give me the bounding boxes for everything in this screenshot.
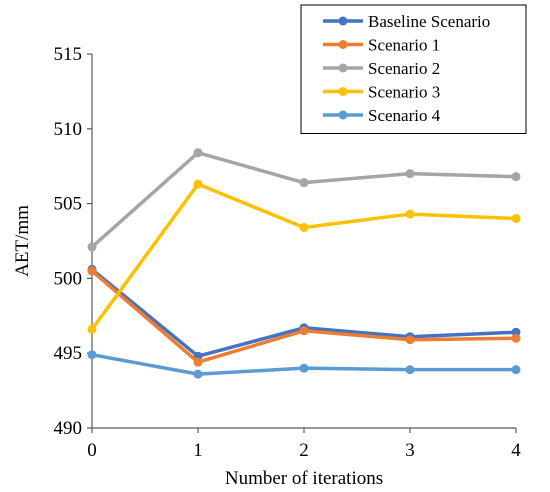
data-point-scenario-3 (299, 223, 309, 233)
legend-swatch-marker (338, 16, 348, 26)
data-point-scenario-4 (87, 350, 97, 360)
data-point-scenario-4 (511, 365, 521, 375)
legend-label: Scenario 1 (368, 36, 440, 55)
x-tick-label: 3 (405, 440, 415, 461)
legend-swatch-marker (338, 110, 348, 120)
legend-swatch-marker (338, 63, 348, 73)
x-tick-label: 4 (511, 440, 521, 461)
series-layer (87, 148, 521, 379)
legend-label: Scenario 3 (368, 83, 440, 102)
data-point-scenario-2 (193, 148, 203, 158)
y-tick-label: 495 (54, 343, 83, 364)
data-point-scenario-2 (405, 169, 415, 179)
legend: Baseline Scenario Scenario 1 Scenario 2 Sce… (300, 4, 527, 134)
data-point-scenario-3 (193, 179, 203, 189)
y-tick-label: 515 (54, 44, 83, 65)
data-point-scenario-3 (87, 324, 97, 334)
data-point-scenario-1 (193, 357, 203, 367)
x-tick-label: 0 (87, 440, 97, 461)
y-tick-label: 500 (54, 268, 83, 289)
data-point-scenario-1 (87, 266, 97, 276)
legend-swatch-marker (338, 40, 348, 49)
legend-swatch-marker (338, 87, 348, 96)
y-axis-title: AET/mm (12, 205, 33, 277)
data-point-scenario-3 (405, 209, 415, 219)
y-tick-label: 505 (54, 194, 83, 215)
series-line-scenario-1 (90, 269, 517, 364)
data-point-scenario-2 (511, 172, 521, 182)
data-point-scenario-3 (511, 214, 521, 224)
series-line-baseline-scenario (90, 268, 517, 358)
legend-label: Scenario 4 (368, 106, 441, 125)
x-tick-label: 1 (193, 440, 203, 461)
x-tick-label: 2 (299, 440, 309, 461)
y-tick-label: 510 (54, 119, 83, 140)
legend-label: Baseline Scenario (368, 12, 490, 31)
data-point-scenario-4 (405, 365, 415, 375)
legend-label: Scenario 2 (368, 59, 440, 78)
data-point-scenario-4 (193, 369, 203, 379)
data-point-scenario-1 (405, 335, 415, 345)
data-point-scenario-1 (299, 326, 309, 336)
data-point-scenario-2 (299, 178, 309, 188)
axes: 490 495 500 505 510 515 0 1 2 3 4 (54, 44, 522, 461)
data-point-scenario-4 (299, 363, 309, 373)
series-line-scenario-2 (90, 150, 517, 249)
x-axis-title: Number of iterations (225, 468, 383, 489)
data-point-scenario-1 (511, 333, 521, 343)
data-point-scenario-2 (87, 242, 97, 252)
series-line-scenario-3 (90, 182, 517, 331)
y-tick-label: 490 (54, 418, 83, 439)
